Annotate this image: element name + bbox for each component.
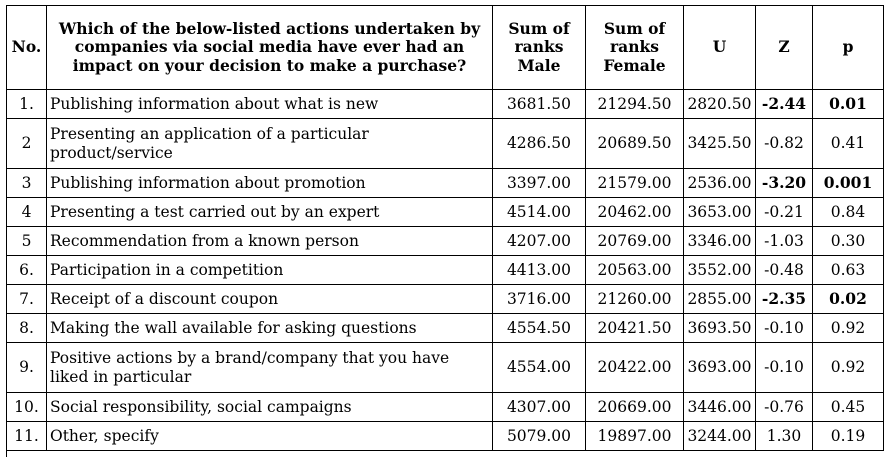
row-sum-male: 3397.00: [492, 168, 586, 198]
row-z: -3.20: [755, 168, 813, 198]
row-number: 5: [6, 226, 47, 256]
row-z: -1.03: [755, 226, 813, 256]
row-u: 3552.00: [683, 255, 756, 285]
row-z: -0.10: [755, 313, 813, 343]
row-p: 0.63: [812, 255, 884, 285]
table-row: 4 Presenting a test carried out by an exp…: [6, 197, 884, 227]
table-row: 1. Publishing information about what is n…: [6, 89, 884, 119]
row-number: 2: [6, 118, 47, 169]
table-row: 5 Recommendation from a known person 4207.…: [6, 226, 884, 256]
header-no: No.: [6, 5, 47, 90]
row-p: 0.001: [812, 168, 884, 198]
row-number: 11.: [6, 421, 47, 451]
row-sum-female: 20689.50: [585, 118, 684, 169]
row-sum-female: 20462.00: [585, 197, 684, 227]
row-action: Receipt of a discount coupon: [46, 284, 493, 314]
row-p: 0.41: [812, 118, 884, 169]
row-sum-female: 19897.00: [585, 421, 684, 451]
row-u: 2820.50: [683, 89, 756, 119]
row-action: Publishing information about promotion: [46, 168, 493, 198]
table-row: 3 Publishing information about promotion 3…: [6, 168, 884, 198]
table-body: 1. Publishing information about what is n…: [6, 89, 884, 451]
row-p: 0.02: [812, 284, 884, 314]
table-row: 7. Receipt of a discount coupon 3716.00 212…: [6, 284, 884, 314]
table-row: 8. Making the wall available for asking q…: [6, 313, 884, 343]
row-sum-male: 4514.00: [492, 197, 586, 227]
row-number: 4: [6, 197, 47, 227]
header-u: U: [683, 5, 756, 90]
table-row: 11. Other, specify 5079.00 19897.00 3244.00 1…: [6, 421, 884, 451]
row-z: 1.30: [755, 421, 813, 451]
header-row: No. Which of the below-listed actions un…: [6, 5, 884, 90]
row-action: Presenting an application of a particula…: [46, 118, 493, 169]
row-p: 0.45: [812, 392, 884, 422]
row-u: 3653.00: [683, 197, 756, 227]
row-sum-female: 20669.00: [585, 392, 684, 422]
row-action: Other, specify: [46, 421, 493, 451]
row-u: 3425.50: [683, 118, 756, 169]
row-action: Making the wall available for asking que…: [46, 313, 493, 343]
row-sum-male: 4286.50: [492, 118, 586, 169]
table-row: 10. Social responsibility, social campaig…: [6, 392, 884, 422]
row-sum-male: 3716.00: [492, 284, 586, 314]
row-sum-female: 21294.50: [585, 89, 684, 119]
row-p: 0.92: [812, 313, 884, 343]
row-z: -0.48: [755, 255, 813, 285]
row-sum-female: 20422.00: [585, 342, 684, 393]
row-action: Social responsibility, social campaigns: [46, 392, 493, 422]
row-action: Participation in a competition: [46, 255, 493, 285]
row-sum-male: 4413.00: [492, 255, 586, 285]
row-p: 0.19: [812, 421, 884, 451]
row-z: -0.21: [755, 197, 813, 227]
table-row: 6. Participation in a competition 4413.00 2…: [6, 255, 884, 285]
row-u: 3693.50: [683, 313, 756, 343]
row-number: 1.: [6, 89, 47, 119]
row-sum-female: 20563.00: [585, 255, 684, 285]
row-action: Presenting a test carried out by an expe…: [46, 197, 493, 227]
row-action: Recommendation from a known person: [46, 226, 493, 256]
row-u: 2536.00: [683, 168, 756, 198]
row-z: -2.44: [755, 89, 813, 119]
row-sum-male: 5079.00: [492, 421, 586, 451]
row-u: 3244.00: [683, 421, 756, 451]
row-sum-female: 20769.00: [585, 226, 684, 256]
row-u: 2855.00: [683, 284, 756, 314]
header-question: Which of the below-listed actions undert…: [46, 5, 493, 90]
table-edge-mark: [6, 451, 7, 457]
table-row: 2 Presenting an application of a particul…: [6, 118, 884, 169]
row-sum-male: 4554.00: [492, 342, 586, 393]
row-u: 3693.00: [683, 342, 756, 393]
row-sum-male: 3681.50: [492, 89, 586, 119]
header-sum-female: Sum of ranks Female: [585, 5, 684, 90]
row-sum-male: 4207.00: [492, 226, 586, 256]
row-z: -0.82: [755, 118, 813, 169]
header-z: Z: [755, 5, 813, 90]
row-number: 8.: [6, 313, 47, 343]
row-p: 0.84: [812, 197, 884, 227]
row-number: 6.: [6, 255, 47, 285]
row-p: 0.01: [812, 89, 884, 119]
row-number: 3: [6, 168, 47, 198]
results-table: No. Which of the below-listed actions un…: [6, 5, 884, 451]
row-sum-male: 4307.00: [492, 392, 586, 422]
header-sum-male: Sum of ranks Male: [492, 5, 586, 90]
row-z: -2.35: [755, 284, 813, 314]
row-number: 7.: [6, 284, 47, 314]
row-number: 9.: [6, 342, 47, 393]
row-sum-female: 21260.00: [585, 284, 684, 314]
row-p: 0.30: [812, 226, 884, 256]
table-row: 9. Positive actions by a brand/company th…: [6, 342, 884, 393]
header-p: p: [812, 5, 884, 90]
row-action: Publishing information about what is new: [46, 89, 493, 119]
row-z: -0.10: [755, 342, 813, 393]
row-sum-female: 20421.50: [585, 313, 684, 343]
row-p: 0.92: [812, 342, 884, 393]
row-sum-female: 21579.00: [585, 168, 684, 198]
row-action: Positive actions by a brand/company that…: [46, 342, 493, 393]
row-z: -0.76: [755, 392, 813, 422]
row-number: 10.: [6, 392, 47, 422]
row-u: 3346.00: [683, 226, 756, 256]
row-sum-male: 4554.50: [492, 313, 586, 343]
row-u: 3446.00: [683, 392, 756, 422]
